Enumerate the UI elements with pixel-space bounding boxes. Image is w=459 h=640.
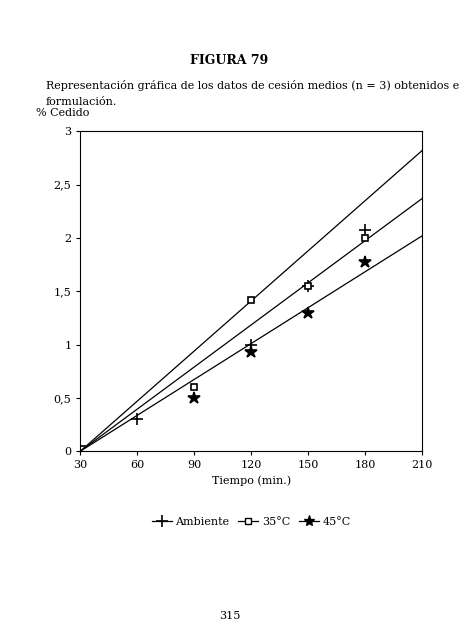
Text: formulación.: formulación. xyxy=(46,97,118,108)
X-axis label: Tiempo (min.): Tiempo (min.) xyxy=(212,476,291,486)
Legend: Ambiente, 35°C, 45°C: Ambiente, 35°C, 45°C xyxy=(148,513,355,532)
Text: % Cedido: % Cedido xyxy=(36,108,89,118)
Text: 315: 315 xyxy=(219,611,240,621)
Text: FIGURA 79: FIGURA 79 xyxy=(190,54,269,67)
Text: Representación gráfica de los datos de cesión medios (n = 3) obtenidos en la: Representación gráfica de los datos de c… xyxy=(46,80,459,91)
